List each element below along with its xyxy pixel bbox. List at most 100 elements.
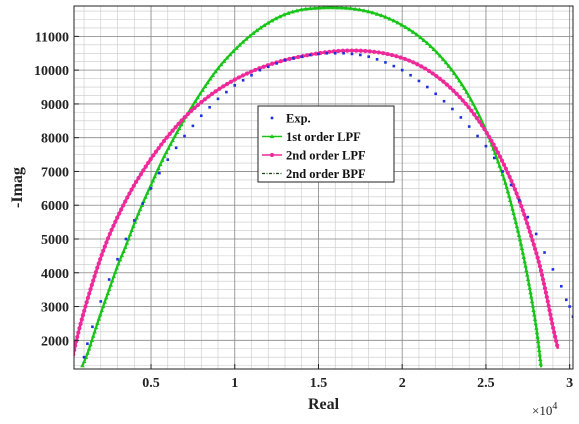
lpf1-marker: [517, 237, 523, 242]
lpf2-marker: [541, 281, 547, 286]
lpf1-marker: [387, 16, 392, 21]
lpf1-marker: [516, 232, 522, 237]
lpf1-marker: [410, 29, 416, 34]
lpf2-marker: [430, 71, 435, 76]
lpf2-marker: [358, 48, 363, 53]
lpf1-marker: [80, 363, 85, 368]
lpf1-marker: [443, 60, 449, 65]
lpf1-marker: [299, 7, 304, 12]
x-tick-label: 0.5: [142, 376, 160, 391]
y-axis-ticks: 2000 3000 4000 5000 6000 7000 8000 9000 10000 110…: [34, 30, 79, 349]
lpf1-marker: [131, 223, 136, 228]
lpf2-marker: [95, 265, 100, 270]
lpf2-marker: [512, 187, 518, 192]
lpf1-marker: [85, 350, 90, 355]
exp-data-point: [467, 125, 471, 128]
legend-label: 1st order LPF: [286, 130, 361, 144]
lpf2-marker: [85, 295, 91, 300]
lpf1-marker: [538, 361, 543, 366]
lpf2-marker: [540, 277, 546, 282]
lpf1-marker: [303, 6, 308, 11]
lpf1-marker: [308, 6, 313, 11]
lpf1-marker: [536, 343, 541, 348]
lpf2-marker: [535, 255, 540, 260]
lpf2-marker: [402, 56, 407, 62]
lpf2-marker: [261, 64, 266, 69]
lpf1-marker: [525, 276, 531, 281]
lpf1-marker: [509, 202, 514, 207]
lpf1-marker: [117, 257, 123, 262]
lpf2-marker: [546, 303, 551, 308]
lpf2-marker: [244, 71, 250, 76]
lpf1-marker: [152, 174, 157, 179]
lpf2-marker: [167, 131, 172, 137]
lpf1-marker: [414, 32, 420, 37]
lpf1-marker: [96, 316, 102, 321]
x-tick-label: 1.5: [310, 376, 328, 391]
lpf1-marker: [471, 101, 476, 106]
lpf2-marker: [153, 149, 159, 154]
lpf1-marker: [247, 33, 252, 38]
lpf2-marker: [202, 97, 207, 102]
lpf2-marker: [213, 89, 218, 94]
lpf2-marker: [189, 108, 194, 114]
x-axis-exponent-power: 4: [552, 401, 557, 412]
lpf1-marker: [434, 50, 440, 55]
lpf1-marker: [139, 202, 145, 207]
lpf1-marker: [473, 105, 478, 110]
lpf1-marker: [464, 89, 469, 94]
lpf1-marker: [208, 76, 213, 81]
exp-data-point: [183, 134, 186, 138]
lpf1-marker: [531, 307, 536, 312]
lpf1-marker: [348, 6, 353, 11]
exp-data-point: [250, 73, 253, 77]
legend-label: 2nd order BPF: [286, 167, 366, 181]
lpf2-marker: [514, 191, 519, 196]
lpf2-marker: [236, 75, 241, 80]
lpf2-marker: [164, 135, 169, 140]
lpf1-marker: [200, 87, 205, 92]
lpf1-marker: [126, 236, 131, 241]
lpf2-marker: [551, 325, 556, 330]
lpf2-marker: [199, 100, 204, 105]
lpf1-marker: [407, 27, 412, 32]
lpf2-marker: [444, 82, 449, 87]
series-exp-: [82, 51, 573, 359]
lpf2-marker: [451, 88, 456, 93]
y-tick-label: 2000: [41, 334, 69, 349]
lpf2-marker: [176, 121, 181, 126]
lpf2-marker: [76, 330, 81, 335]
lpf2-marker: [195, 102, 201, 108]
lpf2-marker: [228, 79, 234, 84]
lpf2-marker: [423, 66, 428, 71]
lpf2-marker: [109, 227, 114, 233]
lpf1-marker: [343, 6, 349, 10]
lpf2-marker: [454, 91, 459, 96]
legend-entry: Exp.: [270, 112, 311, 126]
lpf2-marker: [217, 86, 222, 91]
lpf1-marker: [518, 241, 524, 246]
lpf2-marker: [505, 170, 510, 175]
lpf1-marker: [446, 63, 452, 68]
y-axis-label: -Imag: [9, 167, 26, 208]
lpf1-marker: [234, 45, 239, 50]
lpf1-marker: [361, 8, 367, 13]
exp-data-point: [275, 62, 278, 65]
lpf1-marker: [457, 78, 462, 83]
lpf1-marker: [124, 240, 130, 245]
lpf1-marker: [403, 24, 408, 29]
lpf2-marker: [448, 85, 453, 90]
lpf1-marker: [210, 72, 216, 77]
lpf1-marker: [454, 74, 460, 79]
plot-frame: [73, 5, 574, 370]
exp-data-point: [417, 79, 421, 83]
exp-data-point: [86, 342, 89, 345]
lpf2-marker: [123, 199, 128, 204]
lpf1-marker: [538, 356, 543, 361]
lpf1-marker: [148, 182, 154, 187]
lpf1-marker: [251, 30, 256, 35]
lpf1-marker: [221, 58, 227, 63]
lpf1-marker: [213, 69, 218, 74]
exp-data-point: [132, 219, 136, 222]
